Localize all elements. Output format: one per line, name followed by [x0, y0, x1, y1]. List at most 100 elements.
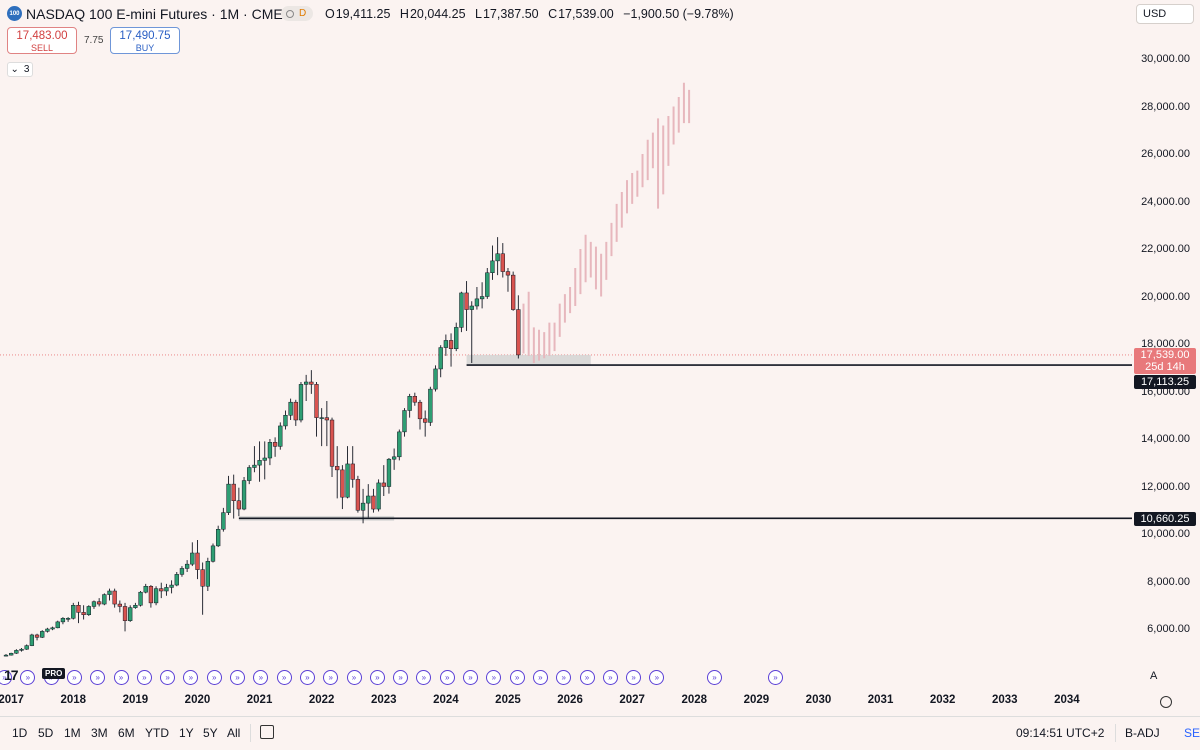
dividend-arrow-icon[interactable]: » [276, 670, 292, 685]
dividend-arrow-icon[interactable]: » [230, 670, 245, 685]
candle-body [371, 495, 376, 510]
range-button-5d[interactable]: 5D [38, 726, 54, 740]
dividend-arrow-icon[interactable]: » [160, 670, 176, 685]
candle-body [65, 618, 71, 620]
candle-body [81, 612, 86, 615]
price-chart[interactable] [0, 28, 1132, 692]
range-button-1d[interactable]: 1D [12, 726, 28, 740]
candle-body [386, 458, 392, 487]
dividend-arrow-icon[interactable]: » [532, 670, 548, 685]
dividend-arrow-icon[interactable]: » [253, 670, 269, 685]
candle-body [164, 587, 169, 592]
spread-value: 7.75 [84, 35, 104, 46]
back-adjust-toggle[interactable]: B-ADJ [1125, 726, 1160, 740]
dividend-arrow-icon[interactable]: » [90, 670, 106, 685]
candle-body [417, 401, 423, 420]
events-row: »»»»»»»»»»»»»»»»»»»»»»»»»»»»»»» [0, 670, 1130, 687]
dividend-arrow-icon[interactable]: » [416, 670, 432, 685]
dividend-arrow-icon[interactable]: » [66, 670, 82, 685]
dividend-arrow-icon[interactable]: » [579, 670, 595, 685]
clock[interactable]: 09:14:51 UTC+2 [1016, 726, 1105, 740]
dividend-arrow-icon[interactable]: » [20, 670, 36, 685]
candle-body [516, 309, 521, 356]
settings-gear-icon[interactable] [1160, 696, 1172, 708]
time-tick-label: 2018 [60, 694, 87, 706]
range-button-5y[interactable]: 5Y [203, 726, 218, 740]
candle-body [324, 417, 330, 421]
dividend-arrow-icon[interactable]: » [463, 670, 478, 685]
candle-body [34, 634, 40, 638]
range-button-ytd[interactable]: YTD [145, 726, 169, 740]
dividend-arrow-icon[interactable]: » [439, 670, 455, 685]
candle-body [216, 529, 221, 547]
dividend-arrow-icon[interactable]: » [393, 670, 409, 685]
dividend-arrow-icon[interactable]: » [486, 670, 502, 685]
indicators-toggle[interactable]: ⌄ 3 [7, 62, 33, 77]
level-tag-1: 17,113.25 [1134, 375, 1196, 389]
dividend-arrow-icon[interactable]: » [136, 670, 152, 685]
dividend-arrow-icon[interactable]: » [0, 670, 12, 685]
dividend-arrow-icon[interactable]: » [369, 670, 385, 685]
dividend-arrow-icon[interactable]: » [299, 670, 315, 685]
candle-body [97, 601, 102, 605]
dividend-arrow-icon[interactable]: » [649, 670, 665, 685]
candle-body [236, 500, 242, 510]
last-price-tag: 17,539.00 25d 14h [1134, 348, 1196, 374]
dividend-arrow-icon[interactable]: » [626, 670, 642, 685]
candle-body [479, 296, 485, 300]
dividend-arrow-icon[interactable]: » [346, 670, 362, 685]
open-label: O [325, 7, 335, 21]
candle-body [247, 467, 252, 481]
high-label: H [399, 7, 409, 21]
time-tick-label: 2027 [619, 694, 645, 706]
candle-body [298, 384, 304, 421]
time-tick-label: 2022 [308, 694, 335, 706]
dividend-arrow-icon[interactable]: » [509, 670, 525, 685]
toolbar-divider [1115, 724, 1116, 742]
range-button-1y[interactable]: 1Y [179, 726, 194, 740]
candle-body [423, 418, 428, 423]
candle-body [366, 495, 371, 504]
candle-body [9, 652, 14, 656]
dividend-arrow-icon[interactable]: » [707, 670, 722, 685]
tradingview-logo[interactable]: 17 PRO [4, 667, 68, 683]
auto-scale-button[interactable]: A [1150, 670, 1158, 682]
bottom-toolbar: 1D 5D 1M 3M 6M YTD 1Y 5Y All 09:14:51 UTC+2 B-AD… [0, 716, 1200, 750]
range-button-6m[interactable]: 6M [118, 726, 135, 740]
indicators-count: 3 [23, 64, 30, 75]
data-badge: D [299, 8, 307, 19]
dividend-arrow-icon[interactable]: » [602, 670, 618, 685]
range-button-all[interactable]: All [227, 726, 241, 740]
calendar-icon[interactable] [260, 725, 274, 739]
dividend-arrow-icon[interactable]: » [768, 670, 783, 685]
candle-body [143, 586, 148, 593]
symbol-logo-icon[interactable]: 100 [7, 6, 22, 21]
sell-button[interactable]: 17,483.00 SELL [7, 27, 77, 54]
currency-selector[interactable]: USD [1136, 4, 1194, 24]
visibility-toggle[interactable]: D [281, 6, 313, 21]
dividend-arrow-icon[interactable]: » [323, 670, 339, 685]
candle-body [391, 456, 397, 460]
session-toggle[interactable]: SET [1184, 726, 1200, 740]
price-tick-label: 28,000.00 [1141, 100, 1190, 113]
close-value: 17,539.00 [558, 7, 614, 21]
dividend-arrow-icon[interactable]: » [113, 670, 129, 685]
candle-body [184, 563, 190, 569]
candle-body [402, 410, 407, 433]
symbol-title[interactable]: NASDAQ 100 E-mini Futures · 1M · CME [26, 6, 283, 22]
candle-body [355, 479, 361, 511]
dividend-arrow-icon[interactable]: » [206, 670, 222, 685]
range-button-3m[interactable]: 3M [91, 726, 108, 740]
candle-body [350, 463, 355, 480]
dividend-arrow-icon[interactable]: » [556, 670, 572, 685]
candle-body [50, 627, 55, 630]
high-value: 20,044.25 [409, 7, 466, 21]
sell-price: 17,483.00 [16, 30, 68, 42]
price-tick-label: 22,000.00 [1141, 243, 1190, 255]
candle-body [117, 603, 122, 607]
range-button-1m[interactable]: 1M [64, 726, 81, 740]
time-axis[interactable]: 2017 2018 2019 2020 2021 2022 2023 2024 2025 2026… [0, 694, 1130, 714]
buy-button[interactable]: 17,490.75 BUY [110, 27, 180, 54]
buy-label: BUY [135, 43, 155, 53]
dividend-arrow-icon[interactable]: » [183, 670, 199, 685]
